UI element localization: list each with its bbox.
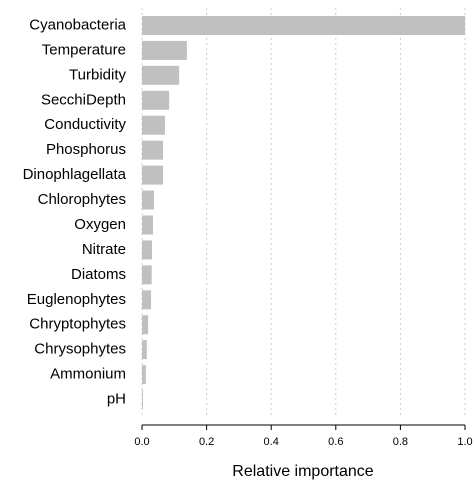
bar <box>142 40 187 60</box>
x-tick-label: 0.8 <box>393 436 408 448</box>
x-tick-label: 0.6 <box>328 436 343 448</box>
x-tick-label: 1.0 <box>457 436 472 448</box>
x-tick-label: 0.2 <box>199 436 214 448</box>
y-tick-label: Conductivity <box>44 116 126 133</box>
bar <box>142 215 153 235</box>
x-tick-label: 0.4 <box>264 436 279 448</box>
y-tick-label: Nitrate <box>82 241 126 258</box>
bar <box>142 390 143 410</box>
y-tick-label: SecchiDepth <box>41 91 126 108</box>
y-tick-label: Diatoms <box>71 266 126 283</box>
bar <box>142 165 163 185</box>
bar <box>142 140 163 160</box>
y-tick-label: Euglenophytes <box>27 291 126 308</box>
bar <box>142 90 170 110</box>
y-tick-label: Chlorophytes <box>38 191 126 208</box>
y-tick-label: Dinophlagellata <box>23 166 127 183</box>
y-tick-label: Oxygen <box>74 216 126 233</box>
y-tick-label: Temperature <box>42 41 126 58</box>
x-tick-label: 0.0 <box>134 436 149 448</box>
y-tick-label: Turbidity <box>69 66 126 83</box>
y-tick-label: Phosphorus <box>46 141 126 158</box>
x-axis-label: Relative importance <box>232 463 374 480</box>
bar <box>142 290 152 310</box>
bar <box>142 190 154 210</box>
y-tick-label: Cyanobacteria <box>29 16 126 33</box>
y-tick-label: Chrysophytes <box>34 341 126 358</box>
y-tick-label: Ammonium <box>50 366 126 383</box>
bar <box>142 240 153 260</box>
bar <box>142 65 180 85</box>
y-tick-label: pH <box>107 391 126 408</box>
bar <box>142 115 165 135</box>
bar <box>142 340 147 360</box>
bar <box>142 315 149 335</box>
bar <box>142 265 152 285</box>
y-tick-label: Chryptophytes <box>29 316 126 333</box>
bar <box>142 365 146 385</box>
bar <box>142 15 465 35</box>
